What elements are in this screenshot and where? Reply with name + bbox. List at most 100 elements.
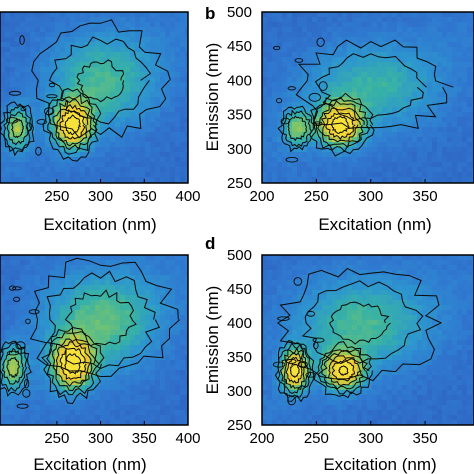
heatmap-cell: [100, 300, 106, 306]
heatmap-cell: [45, 270, 51, 276]
heatmap-cell: [175, 112, 181, 118]
heatmap-cell: [392, 72, 398, 78]
heatmap-cell: [297, 380, 303, 386]
heatmap-cell: [357, 395, 363, 401]
heatmap-cell: [130, 270, 136, 276]
heatmap-cell: [110, 122, 116, 128]
heatmap-cell: [427, 97, 433, 103]
heatmap-cell: [277, 42, 283, 48]
heatmap-cell: [312, 415, 318, 421]
heatmap-cell: [45, 87, 51, 93]
heatmap-cell: [357, 77, 363, 83]
heatmap-cell: [272, 285, 278, 291]
heatmap-cell: [297, 97, 303, 103]
heatmap-cell: [20, 82, 26, 88]
heatmap-cell: [155, 67, 161, 73]
heatmap-cell: [50, 415, 56, 421]
heatmap-cell: [272, 97, 278, 103]
heatmap-cell: [327, 305, 333, 311]
heatmap-cell: [40, 370, 46, 376]
heatmap-cell: [70, 410, 76, 416]
heatmap-cell: [292, 380, 298, 386]
heatmap-cell: [322, 172, 328, 178]
heatmap-cell: [155, 157, 161, 163]
heatmap-cell: [402, 77, 408, 83]
heatmap-cell: [130, 27, 136, 33]
heatmap-cell: [272, 365, 278, 371]
heatmap-cell: [282, 17, 288, 23]
heatmap-cell: [312, 330, 318, 336]
heatmap-cell: [70, 57, 76, 63]
heatmap-cell: [90, 137, 96, 143]
heatmap-cell: [25, 350, 31, 356]
heatmap-cell: [472, 12, 474, 18]
heatmap-cell: [170, 167, 176, 173]
heatmap-cell: [150, 102, 156, 108]
heatmap-cell: [75, 265, 81, 271]
heatmap-cell: [55, 137, 61, 143]
heatmap-cell: [342, 167, 348, 173]
heatmap-cell: [452, 67, 458, 73]
heatmap-cell: [155, 42, 161, 48]
heatmap-cell: [135, 330, 141, 336]
heatmap-cell: [347, 290, 353, 296]
heatmap-cell: [110, 390, 116, 396]
heatmap-cell: [472, 72, 474, 78]
heatmap-cell: [412, 62, 418, 68]
heatmap-cell: [140, 420, 146, 425]
heatmap-cell: [175, 47, 181, 53]
heatmap-cell: [185, 390, 188, 396]
heatmap-cell: [145, 107, 151, 113]
heatmap-cell: [362, 265, 368, 271]
heatmap-cell: [145, 97, 151, 103]
heatmap-cell: [15, 280, 21, 286]
heatmap-cell: [322, 57, 328, 63]
heatmap-cell: [30, 162, 36, 168]
heatmap-cell: [25, 400, 31, 406]
contour-line: [36, 119, 47, 125]
heatmap-cell: [20, 325, 26, 331]
heatmap-cell: [165, 370, 171, 376]
heatmap-cell: [292, 335, 298, 341]
heatmap-cell: [110, 290, 116, 296]
heatmap-cell: [180, 62, 186, 68]
heatmap-cell: [100, 92, 106, 98]
heatmap-cell: [110, 77, 116, 83]
heatmap-cell: [307, 390, 313, 396]
heatmap-cell: [180, 380, 186, 386]
heatmap-cell: [80, 42, 86, 48]
heatmap-cell: [262, 295, 268, 301]
heatmap-cell: [85, 325, 91, 331]
heatmap-cell: [20, 275, 26, 281]
heatmap-cell: [25, 315, 31, 321]
heatmap-cell: [30, 320, 36, 326]
heatmap-cell: [20, 415, 26, 421]
heatmap-cell: [387, 32, 393, 38]
heatmap-cell: [367, 420, 373, 425]
heatmap-cell: [160, 72, 166, 78]
heatmap-cell: [25, 137, 31, 143]
heatmap-cell: [282, 300, 288, 306]
heatmap-cell: [362, 400, 368, 406]
heatmap-cell: [165, 57, 171, 63]
heatmap-cell: [95, 62, 101, 68]
heatmap-cell: [312, 47, 318, 53]
heatmap-cell: [45, 147, 51, 153]
heatmap-cell: [297, 375, 303, 381]
heatmap-cell: [352, 320, 358, 326]
heatmap-cell: [60, 345, 66, 351]
heatmap-cell: [297, 405, 303, 411]
heatmap-cell: [332, 132, 338, 138]
heatmap-cell: [120, 255, 126, 261]
heatmap-cell: [115, 22, 121, 28]
heatmap-cell: [267, 92, 273, 98]
heatmap-cell: [185, 285, 188, 291]
heatmap-cell: [120, 42, 126, 48]
heatmap-cell: [472, 37, 474, 43]
heatmap-cell: [150, 370, 156, 376]
heatmap-cell: [352, 77, 358, 83]
heatmap-cell: [150, 345, 156, 351]
heatmap-cell: [272, 122, 278, 128]
heatmap-cell: [150, 92, 156, 98]
heatmap-cell: [160, 177, 166, 183]
